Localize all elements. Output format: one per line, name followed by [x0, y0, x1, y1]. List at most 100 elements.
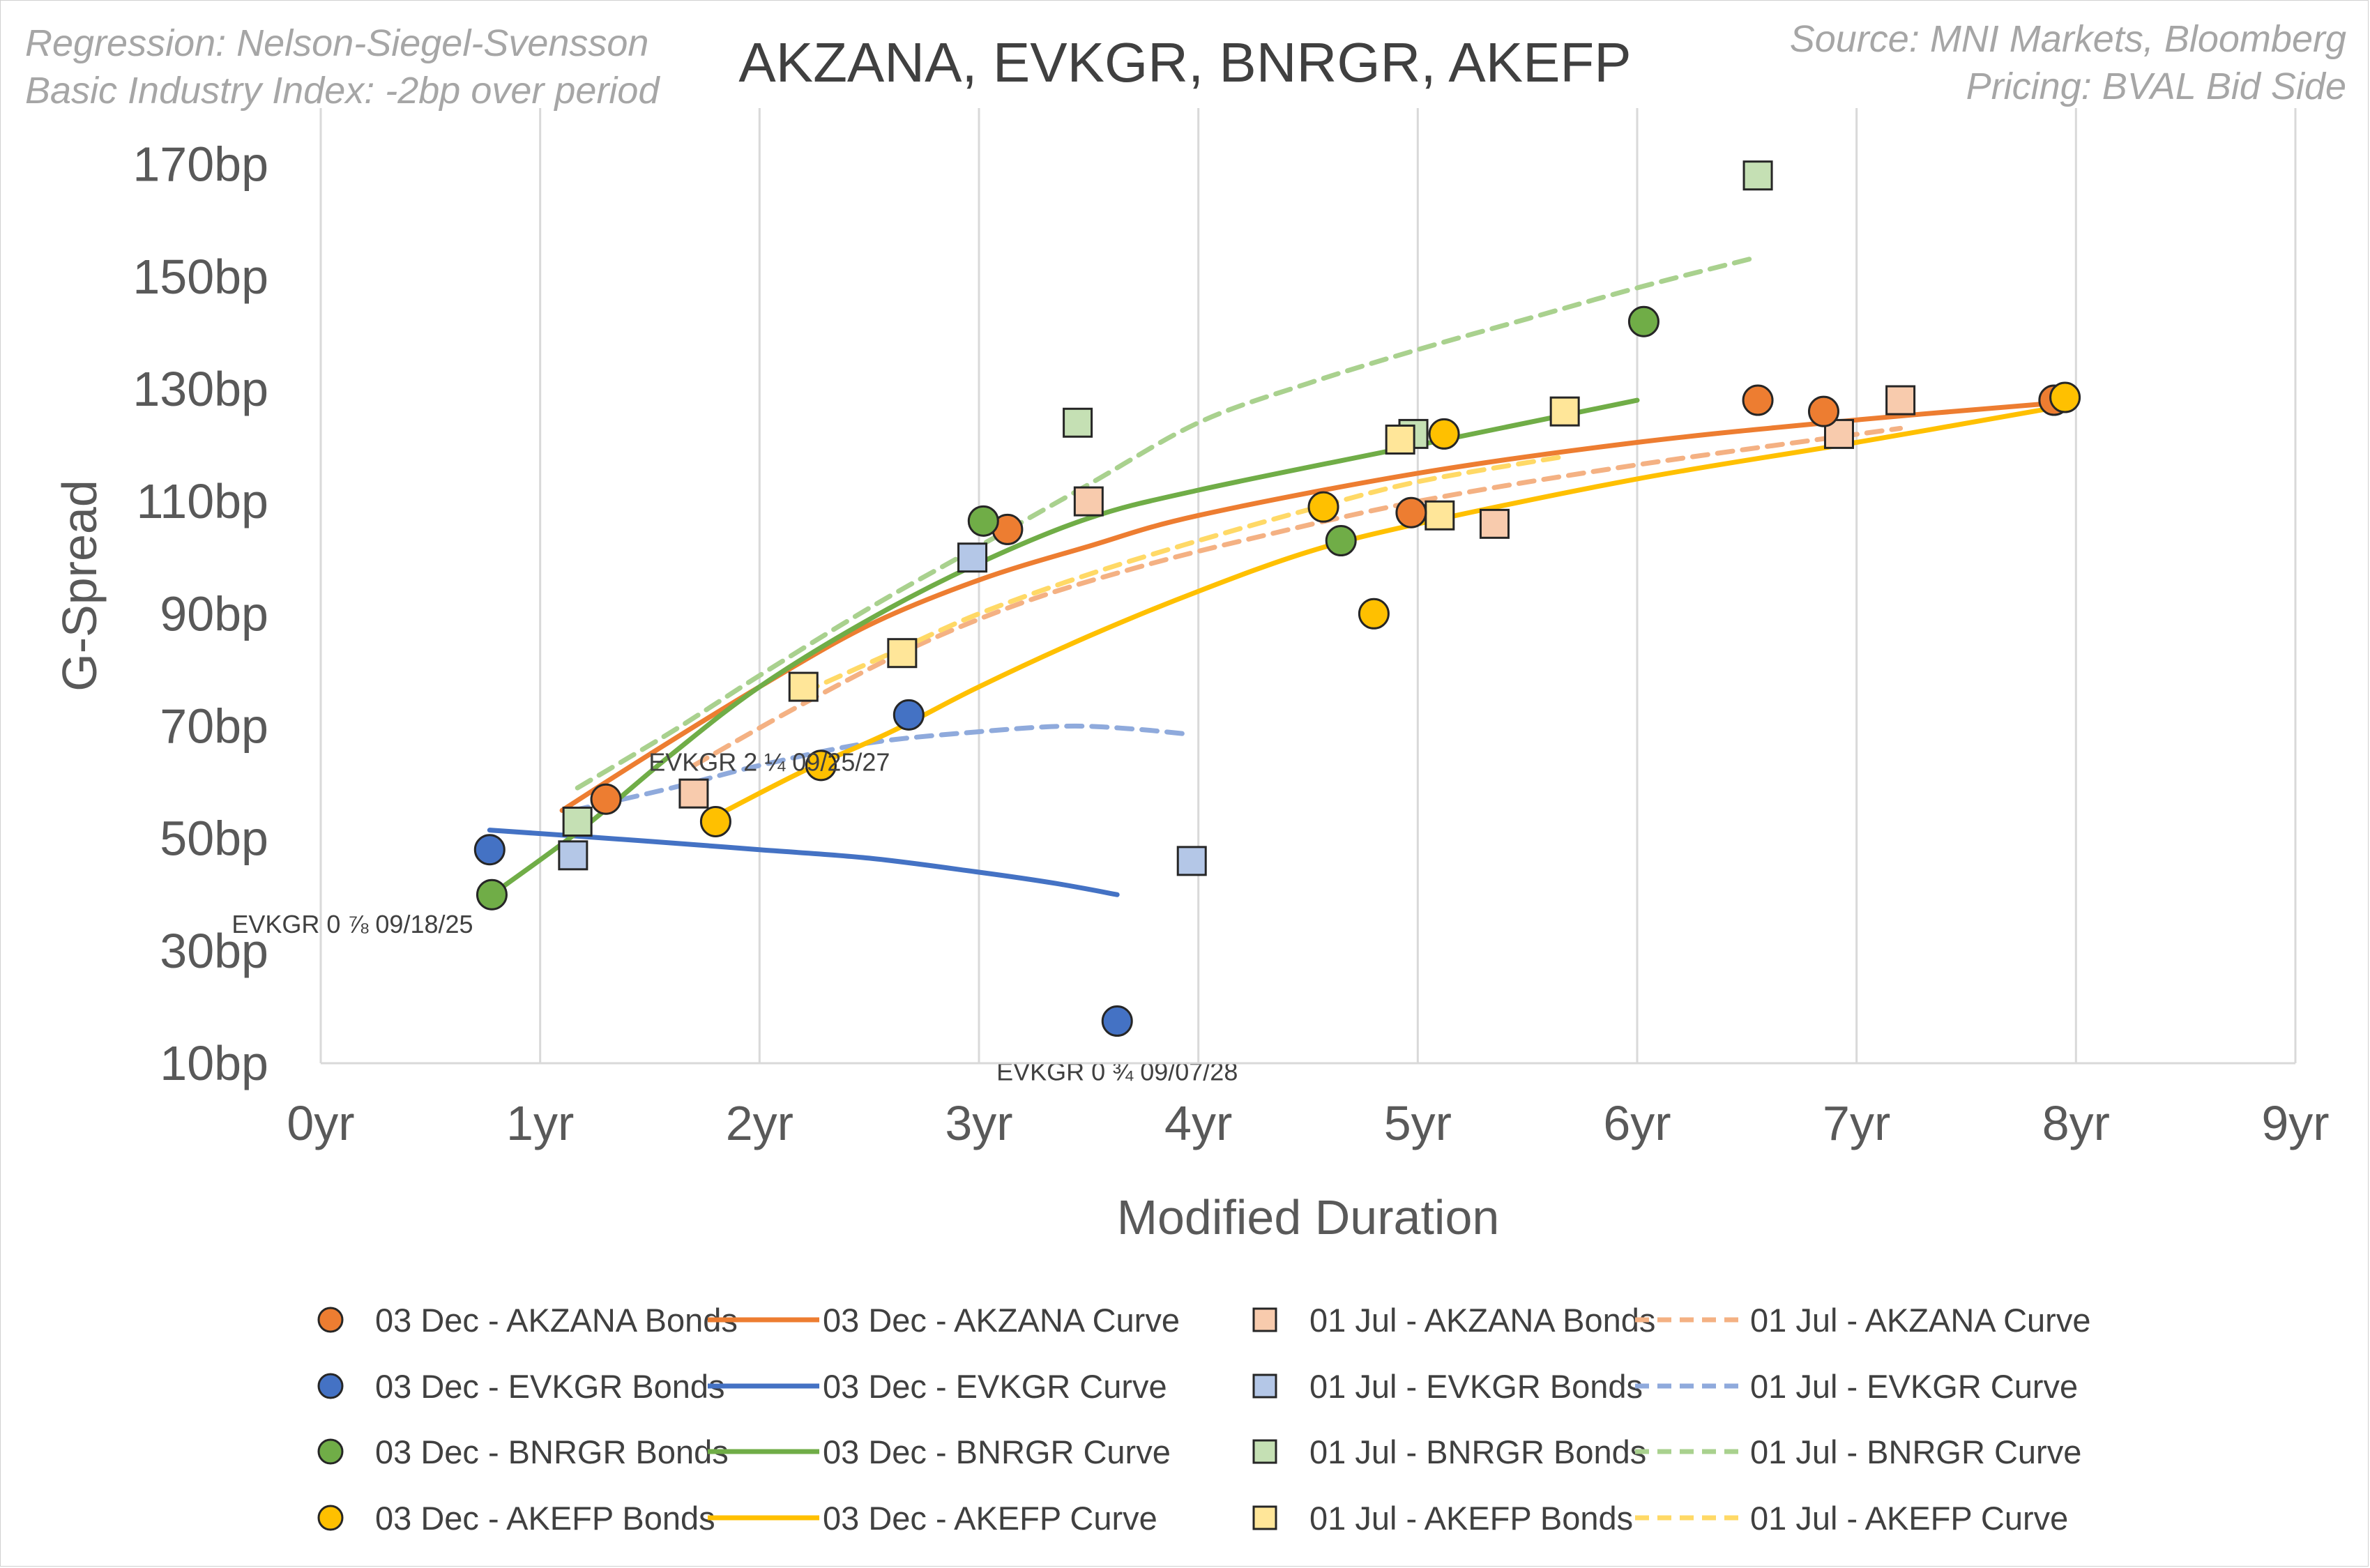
akefp-bonds-dec-point [805, 749, 837, 782]
legend-label: 01 Jul - BNRGR Bonds [1309, 1433, 1646, 1470]
y-tick-label: 10bp [160, 1036, 268, 1090]
annot-evkgr-225: EVKGR 2 ¼ 09/25/27 [648, 747, 890, 776]
legend-label: 03 Dec - AKZANA Curve [823, 1302, 1180, 1339]
legend-key-evkgr-bonds-jul [1252, 1373, 1277, 1399]
akefp-bonds-jul-point [788, 671, 819, 702]
legend-marker [317, 1307, 344, 1333]
legend-label: 01 Jul - AKZANA Curve [1750, 1302, 2090, 1339]
source-note: Source: MNI Markets, Bloomberg [1789, 18, 2346, 60]
x-tick-label: 3yr [945, 1096, 1012, 1150]
legend-key-evkgr-bonds-dec [317, 1373, 344, 1399]
x-tick-label: 4yr [1164, 1096, 1232, 1150]
legend-marker [317, 1505, 344, 1531]
akefp-bonds-jul-point [1425, 500, 1455, 531]
evkgr-bonds-dec-point [892, 699, 925, 731]
bnrgr-bonds-jul-point [1742, 160, 1773, 191]
akzana-bonds-jul-point [1073, 486, 1104, 517]
x-tick-label: 9yr [2261, 1096, 2329, 1150]
legend-label: 01 Jul - EVKGR Curve [1750, 1368, 2078, 1405]
y-tick-label: 130bp [132, 362, 268, 416]
curves [487, 254, 2068, 897]
akzana-bonds-dec-point [1395, 496, 1427, 528]
legend-key-bnrgr-bonds-jul [1252, 1439, 1277, 1464]
evkgr-bonds-jul-point [957, 542, 988, 573]
legend-key-bnrgr-bonds-dec [317, 1438, 344, 1465]
legend-label: 01 Jul - EVKGR Bonds [1309, 1368, 1643, 1405]
evkgr-bonds-jul-point [1176, 846, 1207, 876]
evkgr-bonds-jul-point [558, 840, 588, 871]
legend-marker [317, 1438, 344, 1465]
bnrgr-curve-jul-line [575, 254, 1761, 791]
grid [539, 108, 2297, 1063]
regression-notes: Regression: Nelson-Siegel-Svensson Basic … [25, 20, 659, 114]
x-tick-label: 1yr [506, 1096, 574, 1150]
akefp-bonds-dec-point [1358, 597, 1390, 630]
x-tick-label: 8yr [2042, 1096, 2110, 1150]
legend-label: 01 Jul - AKEFP Curve [1750, 1500, 2068, 1537]
akefp-bonds-jul-point [887, 638, 918, 669]
regression-note: Regression: Nelson-Siegel-Svensson [25, 22, 649, 64]
legend-label: 03 Dec - AKEFP Curve [823, 1500, 1157, 1537]
x-tick-label: 7yr [1823, 1096, 1890, 1150]
akefp-bonds-dec-point [1428, 418, 1460, 450]
legend-key-akzana-bonds-dec [317, 1307, 344, 1333]
bnrgr-bonds-dec-point [1627, 305, 1659, 337]
legend-key-akefp-bonds-dec [317, 1505, 344, 1531]
annot-evkgr-0875: EVKGR 0 ⅞ 09/18/25 [231, 910, 473, 938]
akzana-bonds-dec-point [1807, 395, 1839, 427]
annot-evkgr-075: EVKGR 0 ¾ 09/07/28 [996, 1058, 1238, 1086]
akzana-curve-jul-line [691, 425, 1904, 768]
axes: 0yr 1yr 2yr 3yr 4yr 5yr 6yr 7yr 8yr 9yr 10bp 30bp 50… [52, 108, 2330, 1244]
akefp-curve-dec-line [713, 403, 2068, 819]
legend-label: 03 Dec - BNRGR Bonds [375, 1433, 729, 1470]
y-tick-label: 70bp [160, 699, 268, 753]
y-tick-label: 150bp [132, 250, 268, 304]
annotations: EVKGR 0 ⅞ 09/18/25 EVKGR 2 ¼ 09/25/27 EVKG… [231, 747, 1238, 1086]
y-tick-label: 170bp [132, 137, 268, 192]
y-tick-label: 110bp [137, 474, 268, 528]
y-tick-label: 50bp [160, 812, 268, 866]
legend-label: 01 Jul - AKZANA Bonds [1309, 1302, 1655, 1339]
akzana-bonds-jul-point [1479, 508, 1510, 539]
akzana-bonds-dec-point [590, 783, 622, 815]
legend-label: 03 Dec - BNRGR Curve [823, 1433, 1171, 1470]
bnrgr-bonds-dec-point [967, 505, 999, 537]
legend-marker [1252, 1439, 1277, 1464]
chart-title: AKZANA, EVKGR, BNRGR, AKEFP [738, 31, 1632, 93]
pricing-note: Pricing: BVAL Bid Side [1966, 66, 2346, 107]
bnrgr-bonds-jul-point [1063, 407, 1093, 438]
evkgr-bonds-dec-point [1101, 1005, 1133, 1037]
akefp-bonds-jul-point [1549, 396, 1580, 427]
legend-key-akefp-bonds-jul [1252, 1505, 1277, 1530]
bnrgr-bonds-dec-point [1325, 525, 1357, 557]
bond-points [473, 160, 2081, 1037]
x-axis-title: Modified Duration [1117, 1190, 1500, 1244]
legend-label: 03 Dec - EVKGR Curve [823, 1368, 1167, 1405]
x-tick-label: 6yr [1603, 1096, 1671, 1150]
legend-marker [1252, 1373, 1277, 1399]
legend-label: 01 Jul - AKEFP Bonds [1309, 1500, 1633, 1537]
legend-marker [317, 1373, 344, 1399]
legend-marker [1252, 1505, 1277, 1530]
akefp-bonds-jul-point [1385, 424, 1415, 455]
legend-label: 03 Dec - AKEFP Bonds [375, 1500, 715, 1537]
akefp-bonds-dec-point [699, 805, 731, 837]
evkgr-curve-dec-line [487, 828, 1120, 897]
bnrgr-bonds-dec-point [476, 878, 508, 911]
legend-marker [1252, 1307, 1277, 1332]
evkgr-curve-jul-line [570, 723, 1194, 813]
akefp-bonds-dec-point [1307, 491, 1339, 523]
legend-label: 03 Dec - AKZANA Bonds [375, 1302, 738, 1339]
bnrgr-bonds-jul-point [562, 806, 593, 837]
legend-label: 03 Dec - EVKGR Bonds [375, 1368, 725, 1405]
akzana-bonds-jul-point [678, 778, 709, 809]
legend: 03 Dec - AKZANA Bonds 03 Dec - AKZANA Cur… [317, 1302, 2090, 1537]
legend-label: 01 Jul - BNRGR Curve [1750, 1433, 2081, 1470]
y-axis-title: G-Spread [52, 480, 107, 691]
y-tick-label: 30bp [160, 924, 268, 978]
evkgr-bonds-dec-point [473, 834, 506, 866]
y-tick-label: 90bp [160, 586, 268, 641]
akzana-bonds-dec-point [1742, 384, 1774, 416]
